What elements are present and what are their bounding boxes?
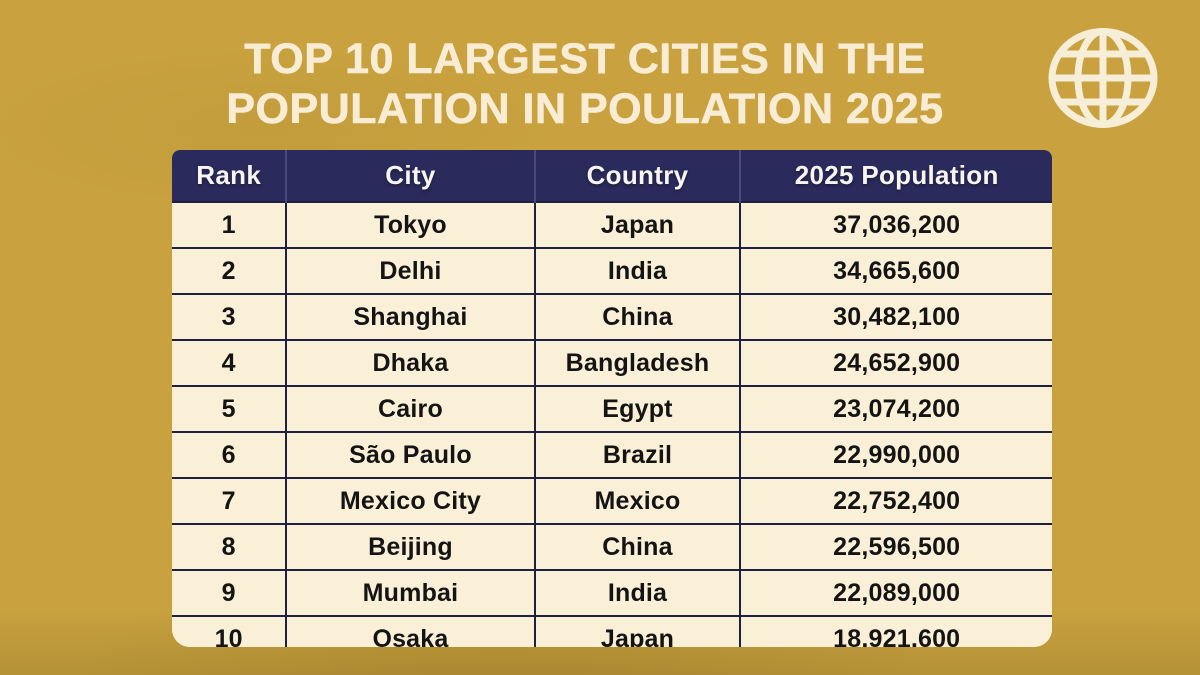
population-cell: 22,089,000 (739, 569, 1052, 616)
col-header-population: 2025 Population (739, 150, 1052, 202)
rank-cell: 6 (172, 431, 287, 478)
country-cell: India (533, 569, 741, 616)
table-row: 10 Osaka Japan 18,921,600 (172, 615, 1052, 647)
population-cell: 22,596,500 (739, 523, 1052, 570)
population-cell: 22,752,400 (739, 477, 1052, 524)
page-title-line2: POPULATION IN POULATION 2025 (226, 85, 944, 134)
table-row: 1 Tokyo Japan 37,036,200 (172, 201, 1052, 248)
rank-cell: 5 (172, 385, 287, 432)
city-cell: Mexico City (285, 477, 535, 524)
page-title-line1: TOP 10 LARGEST CITIES IN THE (244, 35, 926, 84)
city-cell: Delhi (285, 247, 535, 294)
country-cell: Bangladesh (533, 339, 741, 386)
rank-cell: 1 (172, 201, 287, 248)
city-cell: Mumbai (285, 569, 535, 616)
population-cell: 24,652,900 (739, 339, 1052, 386)
table-row: 7 Mexico City Mexico 22,752,400 (172, 477, 1052, 524)
rank-cell: 7 (172, 477, 287, 524)
table-row: 8 Beijing China 22,596,500 (172, 523, 1052, 570)
population-cell: 22,990,000 (739, 431, 1052, 478)
city-cell: Cairo (285, 385, 535, 432)
rank-cell: 4 (172, 339, 287, 386)
population-cell: 34,665,600 (739, 247, 1052, 294)
population-cell: 30,482,100 (739, 293, 1052, 340)
col-header-country: Country (533, 150, 741, 202)
rank-cell: 9 (172, 569, 287, 616)
table-row: 3 Shanghai China 30,482,100 (172, 293, 1052, 340)
col-header-city: City (285, 150, 535, 202)
rank-cell: 10 (172, 615, 287, 647)
table-row: 9 Mumbai India 22,089,000 (172, 569, 1052, 616)
city-cell: São Paulo (285, 431, 535, 478)
country-cell: Brazil (533, 431, 741, 478)
city-cell: Tokyo (285, 201, 535, 248)
country-cell: China (533, 523, 741, 570)
population-cell: 37,036,200 (739, 201, 1052, 248)
page-title: TOP 10 LARGEST CITIES IN THE POPULATION … (120, 34, 1050, 134)
country-cell: Mexico (533, 477, 741, 524)
population-cell: 23,074,200 (739, 385, 1052, 432)
population-table: Rank City Country 2025 Population 1 Toky… (172, 150, 1052, 647)
rank-cell: 8 (172, 523, 287, 570)
city-cell: Dhaka (285, 339, 535, 386)
table-row: 6 São Paulo Brazil 22,990,000 (172, 431, 1052, 478)
table-header-row: Rank City Country 2025 Population (172, 150, 1052, 202)
country-cell: Japan (533, 201, 741, 248)
country-cell: Egypt (533, 385, 741, 432)
globe-icon (1048, 28, 1158, 128)
table-row: 4 Dhaka Bangladesh 24,652,900 (172, 339, 1052, 386)
rank-cell: 2 (172, 247, 287, 294)
population-cell: 18,921,600 (739, 615, 1052, 647)
city-cell: Beijing (285, 523, 535, 570)
col-header-rank: Rank (172, 150, 287, 202)
city-cell: Osaka (285, 615, 535, 647)
country-cell: Japan (533, 615, 741, 647)
table-row: 2 Delhi India 34,665,600 (172, 247, 1052, 294)
rank-cell: 3 (172, 293, 287, 340)
table-row: 5 Cairo Egypt 23,074,200 (172, 385, 1052, 432)
country-cell: India (533, 247, 741, 294)
city-cell: Shanghai (285, 293, 535, 340)
country-cell: China (533, 293, 741, 340)
